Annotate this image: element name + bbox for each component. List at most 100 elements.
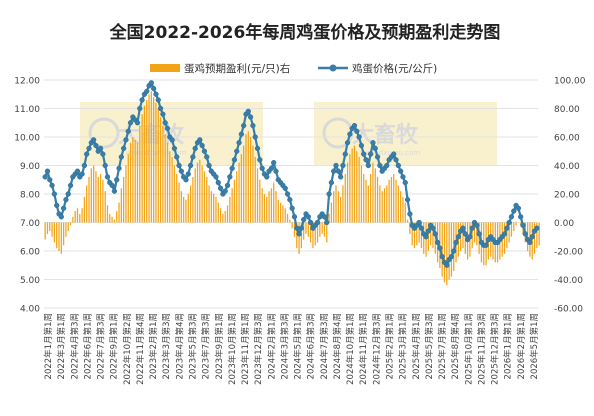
profit-bar [432, 222, 434, 249]
price-point [93, 142, 99, 149]
y-left-tick-label: 8.00 [20, 191, 40, 201]
price-point [229, 165, 235, 172]
profit-bar [88, 176, 90, 223]
price-point [148, 80, 154, 86]
profit-bar [259, 179, 261, 223]
price-point [476, 231, 482, 237]
price-point [84, 151, 90, 157]
profit-bar [217, 202, 219, 223]
profit-bar [150, 91, 152, 223]
x-tick-label: 2023年2月第1周 [148, 313, 159, 379]
profit-bar [263, 194, 266, 223]
profit-bar [339, 196, 342, 223]
profit-bar [307, 222, 309, 237]
x-tick-label: 2023年4月第4周 [174, 313, 185, 379]
price-point [257, 157, 263, 163]
profit-bar [62, 222, 65, 246]
profit-bar [418, 222, 420, 243]
price-point [245, 108, 251, 114]
profit-bar [404, 202, 406, 223]
profit-bar [201, 165, 203, 223]
profit-bar [328, 213, 330, 223]
profit-bar [102, 179, 104, 223]
profit-bar [69, 222, 72, 226]
price-point [222, 188, 228, 194]
x-tick-label: 2026年5月第1周 [529, 313, 540, 379]
price-point [282, 185, 288, 191]
price-point [183, 177, 189, 183]
profit-bar [372, 162, 374, 223]
profit-bar [208, 185, 210, 223]
profit-bar [231, 188, 233, 223]
price-point [321, 214, 328, 220]
profit-bar [53, 222, 56, 243]
price-point [363, 157, 369, 163]
x-tick-label: 2025年3月第1周 [398, 313, 409, 379]
profit-bar [166, 142, 169, 223]
x-tick-label: 2023年12月第3周 [253, 313, 264, 385]
price-point [213, 174, 219, 180]
price-point [206, 162, 212, 169]
price-point [144, 88, 150, 95]
profit-bar [268, 191, 270, 223]
profit-bar [159, 117, 162, 223]
price-point [150, 85, 157, 92]
profit-bar [134, 139, 136, 223]
price-point [291, 214, 298, 220]
profit-bar [210, 191, 212, 223]
x-tick-label: 2026年2月第1周 [516, 313, 527, 379]
x-tick-label: 2023年3月第3周 [161, 313, 172, 379]
profit-bar [305, 222, 307, 234]
price-point [328, 179, 335, 186]
profit-bar [233, 179, 236, 223]
profit-bar [335, 185, 337, 223]
profit-bar [520, 222, 522, 226]
y-right-tick-label: -40.00 [554, 276, 583, 286]
profit-bar [236, 171, 238, 223]
price-series-line [44, 81, 538, 267]
price-point [65, 191, 71, 197]
profit-bar [515, 222, 517, 226]
price-point [527, 239, 533, 246]
profit-bar [346, 162, 349, 223]
profit-bar [113, 219, 116, 223]
profit-bar [74, 211, 76, 223]
x-axis: 2022年1月第1周 2022年3月第1周 2022年4月第3周 2022年6月第1周… [43, 313, 540, 385]
profit-bar [409, 222, 411, 234]
profit-bar [169, 151, 171, 223]
profit-bar [79, 213, 81, 223]
profit-bar [508, 222, 510, 243]
profit-bar [402, 196, 404, 223]
profit-bar [215, 196, 217, 223]
profit-bar [393, 174, 395, 223]
price-point [174, 154, 180, 160]
price-point [259, 165, 265, 172]
profit-bar [67, 222, 69, 232]
profit-bar [141, 114, 143, 223]
profit-bar [243, 145, 245, 223]
price-point [402, 179, 408, 186]
price-point [467, 234, 473, 240]
price-point [104, 174, 111, 180]
price-point [86, 145, 92, 152]
profit-bar [326, 222, 328, 243]
price-point [271, 160, 277, 166]
price-point [169, 137, 175, 143]
profit-bar [58, 222, 60, 251]
y-right-tick-label: -20.00 [554, 248, 583, 258]
profit-bar [206, 176, 208, 223]
profit-bar [270, 188, 273, 223]
profit-bar [72, 216, 74, 223]
profit-bar [284, 208, 286, 223]
price-point [391, 151, 397, 157]
price-point [137, 105, 143, 112]
x-tick-label: 2022年1月第1周 [43, 313, 54, 379]
profit-bar [81, 208, 83, 223]
profit-bar [178, 182, 180, 223]
profit-bar [189, 185, 192, 223]
profit-bar [51, 222, 53, 237]
price-point [74, 168, 81, 174]
price-point [63, 197, 69, 203]
profit-bar [397, 185, 399, 223]
